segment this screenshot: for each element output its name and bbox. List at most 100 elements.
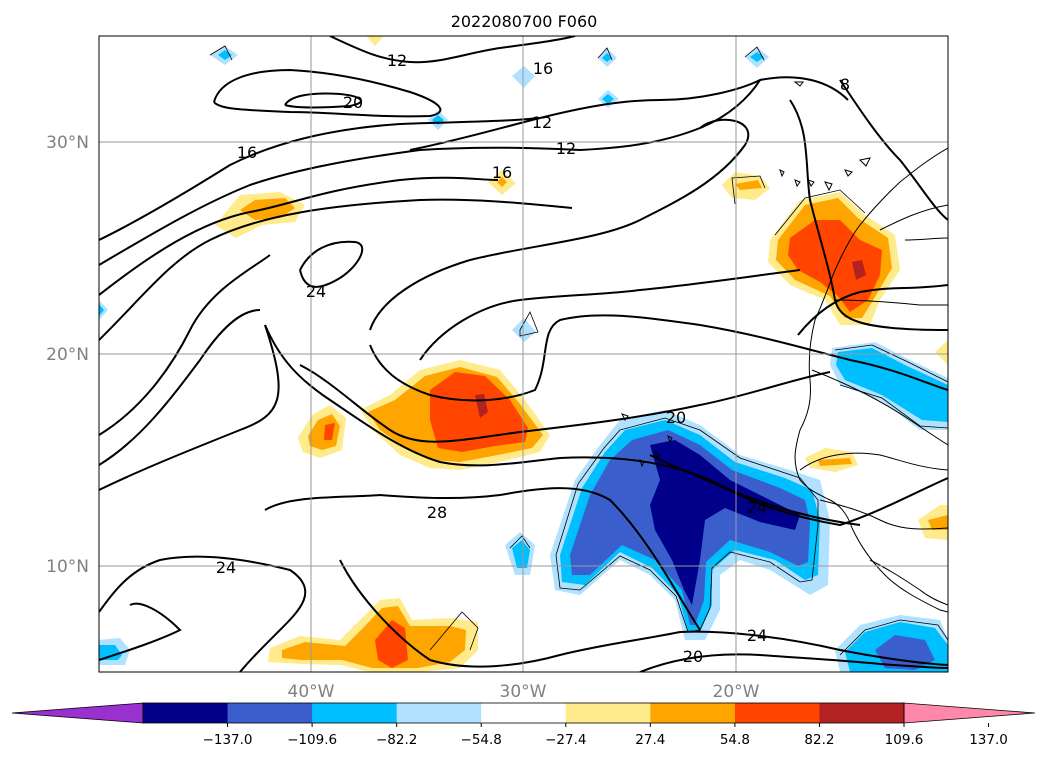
isoline-24-loop: [299, 240, 364, 288]
contour-label: 24: [747, 498, 767, 517]
colorbar-segment: [650, 703, 736, 723]
blue-dot-3c: [602, 53, 612, 62]
thin-contour-1: [555, 417, 819, 633]
warm-dot-4c: [928, 515, 948, 530]
lat-label-30n: 30°N: [46, 133, 89, 153]
isoline-28-west: [99, 324, 280, 491]
thin-contour-5: [509, 535, 531, 549]
blue-dot-7: [512, 318, 536, 342]
blue-region-small-sw-2: [512, 540, 530, 568]
isolines: [99, 36, 948, 672]
contour-label: 16: [237, 143, 257, 162]
colorbar-tick-label: 27.4: [635, 732, 665, 748]
isoline-24-se: [339, 559, 948, 668]
contour-labels: 12 16 20 12 12 16 16 24 20 28 24 24 24 2…: [216, 51, 850, 666]
cape-verde: [621, 413, 673, 468]
isoline-24-east: [649, 454, 948, 527]
colorbar-tick-label: −54.8: [461, 732, 502, 748]
isoline-28: [264, 324, 861, 526]
blue-dot-4c: [602, 94, 614, 104]
lon-label-20w: 20°W: [713, 682, 760, 702]
colorbar-segment: [565, 703, 651, 723]
colorbar-segment: [396, 703, 482, 723]
isoline-16-nw: [99, 117, 541, 241]
border-mali: [811, 369, 948, 446]
isoline-main-band: [99, 309, 261, 466]
isoline-8-east-3: [797, 284, 948, 336]
contour-label: 20: [666, 408, 686, 427]
contour-label: 24: [747, 626, 767, 645]
colorbar-segment: [312, 703, 398, 723]
thin-contour-3: [839, 619, 948, 656]
isoline-16-long: [99, 146, 581, 266]
canary-islands: [779, 157, 871, 192]
blue-dot-8c: [99, 304, 104, 316]
isoline-12-loop: [213, 68, 442, 118]
warm-region-south-3: [375, 620, 408, 668]
isoline-24-arc: [99, 254, 271, 436]
isoline-central-2: [369, 314, 948, 402]
colorbar-tick-label: −82.2: [376, 732, 417, 748]
colorbar-segment: [734, 703, 820, 723]
border-mauritania: [834, 299, 948, 306]
isoline-central-1: [419, 269, 801, 361]
blue-region-west-edge-2: [99, 645, 122, 660]
thin-contour-6: [519, 311, 539, 337]
lat-label-10n: 10°N: [46, 557, 89, 577]
isoline-16-south: [99, 176, 499, 296]
colorbar-extend-high: [903, 702, 1036, 724]
warm-dot-6: [366, 36, 384, 46]
blue-region-central-4: [650, 440, 800, 605]
colorbar-frame: [142, 702, 905, 724]
warm-dot-1c: [497, 177, 507, 187]
colorbar-segment: [819, 703, 905, 723]
colorbar-tick-label: 82.2: [804, 732, 834, 748]
colorbar-tick-label: −137.0: [203, 732, 253, 748]
warm-region-west-2: [308, 414, 340, 450]
colorbar-tick-label: 137.0: [969, 732, 1008, 748]
warm-dot-2c: [735, 180, 762, 190]
isoline-12-top: [329, 36, 576, 64]
lon-label-40w: 40°W: [288, 682, 335, 702]
contour-label: 24: [306, 282, 326, 301]
isoline-20-coast: [369, 118, 749, 331]
blue-dot-6c: [750, 52, 764, 62]
coastlines: [621, 81, 948, 613]
gridlines: [99, 36, 948, 672]
colorbar-segment: [481, 703, 567, 723]
isoline-20-small: [284, 92, 362, 109]
contour-label: 20: [343, 93, 363, 112]
border-guinea: [819, 499, 948, 530]
warm-dot-3c: [818, 458, 852, 466]
colorbar-extend-low: [11, 702, 144, 724]
isoline-20-long: [299, 364, 831, 443]
thin-contour-4: [429, 611, 479, 651]
contour-label: 12: [556, 139, 576, 158]
isoline-8-east-2: [839, 79, 948, 221]
contour-label: 8: [840, 75, 850, 94]
border-morocco: [879, 204, 948, 241]
blue-region-northeast-2: [836, 348, 948, 422]
thin-contour-7: [731, 175, 866, 236]
isoline-12-long: [409, 76, 849, 151]
madeira: [793, 81, 804, 87]
contour-label: 16: [492, 163, 512, 182]
map-area: 12 16 20 12 12 16 16 24 20 28 24 24 24 2…: [99, 36, 948, 672]
isoline-20-se: [639, 653, 948, 672]
blue-region-southeast-3: [875, 635, 935, 670]
isoline-8-east: [789, 99, 948, 331]
thin-contour-8: [209, 45, 765, 61]
africa-coastline: [794, 147, 948, 613]
contour-label: 24: [216, 558, 236, 577]
lat-label-20n: 20°N: [46, 345, 89, 365]
border-senegal: [799, 452, 948, 471]
map-frame: [98, 35, 949, 673]
isoline-nw-eastward: [99, 198, 573, 341]
border-southern: [869, 559, 948, 606]
isoline-28-south: [264, 487, 701, 631]
map-title: 2022080700 F060: [451, 12, 598, 31]
warm-dot-5: [935, 340, 948, 365]
warm-region-northeast-4: [852, 260, 866, 280]
colorbar-segment: [227, 703, 313, 723]
